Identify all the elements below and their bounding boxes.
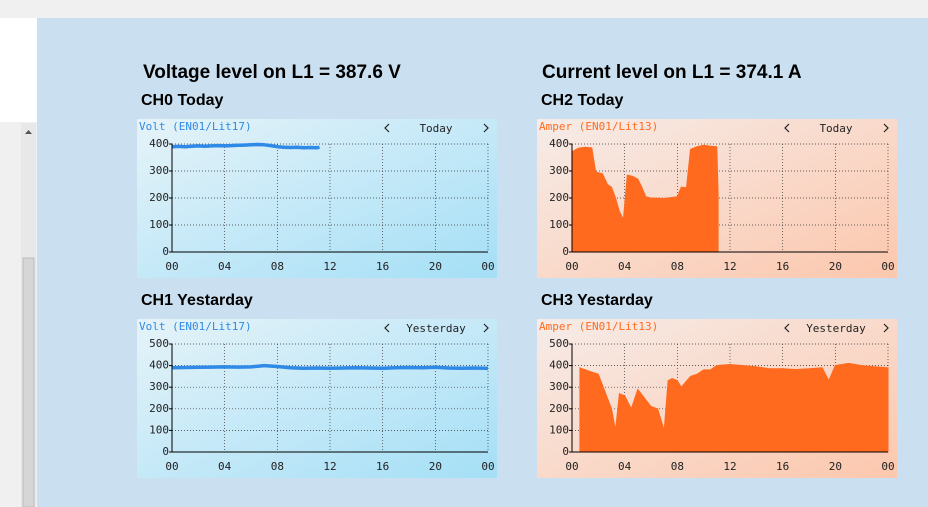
y-tick-label: 500 bbox=[149, 337, 169, 350]
x-tick-label: 00 bbox=[565, 260, 578, 273]
x-tick-label: 20 bbox=[829, 460, 842, 473]
nav-next[interactable] bbox=[883, 123, 889, 133]
nav-prev[interactable] bbox=[784, 123, 790, 133]
scroll-thumb[interactable] bbox=[22, 257, 35, 507]
y-tick-label: 100 bbox=[549, 423, 569, 436]
period-label: Yesterday bbox=[806, 322, 866, 335]
chart-title: CH0 Today bbox=[141, 92, 223, 109]
x-tick-label: 16 bbox=[776, 460, 789, 473]
y-tick-label: 400 bbox=[149, 359, 169, 372]
x-tick-label: 12 bbox=[323, 460, 336, 473]
data-area bbox=[571, 144, 719, 253]
y-tick-label: 300 bbox=[549, 164, 569, 177]
x-tick-label: 04 bbox=[618, 260, 632, 273]
x-tick-label: 20 bbox=[429, 460, 442, 473]
nav-prev[interactable] bbox=[384, 123, 390, 133]
y-tick-label: 200 bbox=[549, 402, 569, 415]
chart-bg bbox=[137, 119, 497, 278]
x-tick-label: 08 bbox=[271, 260, 284, 273]
x-tick-label: 20 bbox=[829, 260, 842, 273]
data-line bbox=[171, 142, 320, 150]
top-bar bbox=[0, 0, 928, 18]
y-tick-label: 100 bbox=[149, 218, 169, 231]
x-tick-label: 00 bbox=[481, 460, 494, 473]
nav-prev[interactable] bbox=[384, 323, 390, 333]
x-tick-label: 00 bbox=[881, 460, 894, 473]
x-tick-label: 04 bbox=[618, 460, 632, 473]
y-tick-label: 200 bbox=[549, 191, 569, 204]
x-tick-label: 08 bbox=[671, 260, 684, 273]
chart-panel: CH2 Today Amper (EN01/Lit13) Today 0 100 200 3… bbox=[537, 92, 897, 278]
x-tick-label: 00 bbox=[165, 260, 178, 273]
chart-title: CH2 Today bbox=[541, 92, 623, 109]
y-tick-label: 500 bbox=[549, 337, 569, 350]
scroll-up[interactable] bbox=[25, 130, 32, 134]
x-tick-label: 04 bbox=[218, 260, 232, 273]
y-tick-label: 400 bbox=[549, 359, 569, 372]
x-tick-label: 00 bbox=[881, 260, 894, 273]
x-tick-label: 00 bbox=[565, 460, 578, 473]
nav-prev[interactable] bbox=[784, 323, 790, 333]
x-tick-label: 12 bbox=[323, 260, 336, 273]
y-tick-label: 100 bbox=[149, 423, 169, 436]
x-tick-label: 00 bbox=[165, 460, 178, 473]
heading: Current level on L1 = 374.1 A bbox=[542, 62, 802, 83]
y-tick-label: 400 bbox=[149, 137, 169, 150]
y-tick-label: 400 bbox=[549, 137, 569, 150]
period-label: Yesterday bbox=[406, 322, 466, 335]
x-tick-label: 20 bbox=[429, 260, 442, 273]
nav-next[interactable] bbox=[483, 323, 489, 333]
data-area bbox=[579, 362, 889, 453]
chart-bg bbox=[137, 319, 497, 478]
side-panel bbox=[0, 18, 37, 122]
chart-panel: CH0 Today Volt (EN01/Lit17) Today 0 100 200 30… bbox=[137, 92, 497, 278]
x-tick-label: 16 bbox=[776, 260, 789, 273]
y-tick-label: 0 bbox=[162, 445, 169, 458]
y-tick-label: 0 bbox=[562, 445, 569, 458]
data-line bbox=[171, 363, 489, 371]
y-tick-label: 200 bbox=[149, 402, 169, 415]
y-tick-label: 300 bbox=[149, 380, 169, 393]
series-label: Amper (EN01/Lit13) bbox=[539, 120, 658, 133]
period-label: Today bbox=[819, 122, 852, 135]
x-tick-label: 12 bbox=[723, 460, 736, 473]
nav-next[interactable] bbox=[883, 323, 889, 333]
y-tick-label: 100 bbox=[549, 218, 569, 231]
y-tick-label: 300 bbox=[549, 380, 569, 393]
x-tick-label: 04 bbox=[218, 460, 232, 473]
x-tick-label: 08 bbox=[271, 460, 284, 473]
y-tick-label: 300 bbox=[149, 164, 169, 177]
x-tick-label: 16 bbox=[376, 260, 389, 273]
series-label: Volt (EN01/Lit17) bbox=[139, 320, 252, 333]
period-label: Today bbox=[419, 122, 452, 135]
series-label: Amper (EN01/Lit13) bbox=[539, 320, 658, 333]
chart-panel: CH1 Yestarday Volt (EN01/Lit17) Yesterday 0… bbox=[137, 292, 497, 478]
y-tick-label: 0 bbox=[162, 245, 169, 258]
y-tick-label: 0 bbox=[562, 245, 569, 258]
chart-title: CH1 Yestarday bbox=[141, 292, 253, 309]
nav-next[interactable] bbox=[483, 123, 489, 133]
chart-panel: CH3 Yestarday Amper (EN01/Lit13) Yesterday… bbox=[537, 292, 897, 478]
x-tick-label: 00 bbox=[481, 260, 494, 273]
heading: Voltage level on L1 = 387.6 V bbox=[143, 62, 401, 83]
x-tick-label: 16 bbox=[376, 460, 389, 473]
series-label: Volt (EN01/Lit17) bbox=[139, 120, 252, 133]
x-tick-label: 08 bbox=[671, 460, 684, 473]
chart-title: CH3 Yestarday bbox=[541, 292, 653, 309]
y-tick-label: 200 bbox=[149, 191, 169, 204]
x-tick-label: 12 bbox=[723, 260, 736, 273]
